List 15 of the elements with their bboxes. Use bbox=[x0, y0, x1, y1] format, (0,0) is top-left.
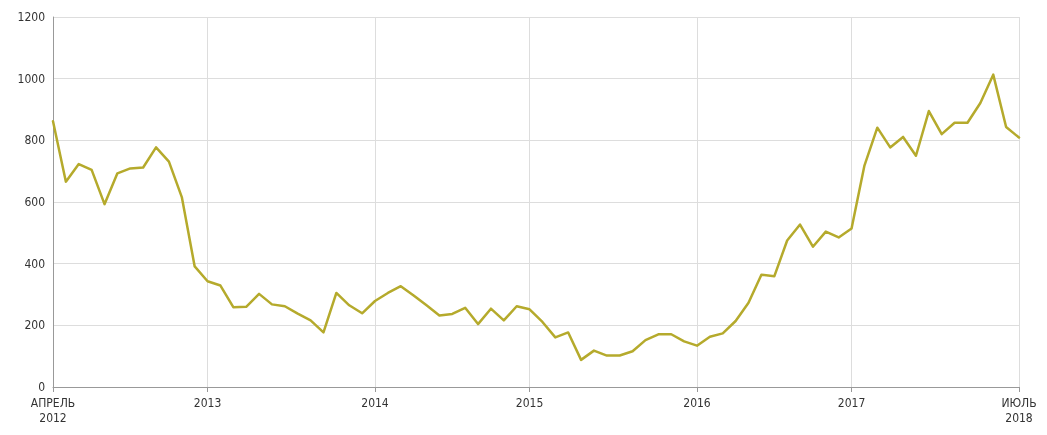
y-tick-label: 1000 bbox=[17, 71, 46, 86]
y-tick-label: 1200 bbox=[17, 10, 46, 24]
line-series bbox=[51, 73, 1021, 362]
x-tick-label: 2014 bbox=[361, 395, 389, 410]
x-tick-label: АПРЕЛЬ 2012 bbox=[30, 395, 76, 425]
y-tick-label: 400 bbox=[24, 256, 46, 271]
x-tick-label: 2015 bbox=[515, 395, 544, 410]
x-tick-label: 2013 bbox=[193, 395, 222, 410]
y-tick-label: 0 bbox=[38, 380, 46, 394]
x-tick-label: 2017 bbox=[837, 395, 866, 410]
y-tick-label: 600 bbox=[24, 195, 46, 209]
x-tick-label: 2016 bbox=[683, 395, 711, 410]
y-tick-label: 800 bbox=[24, 133, 46, 148]
x-tick-label: ИЮЛЬ 2018 bbox=[1001, 395, 1037, 425]
y-tick-label: 200 bbox=[24, 318, 46, 333]
